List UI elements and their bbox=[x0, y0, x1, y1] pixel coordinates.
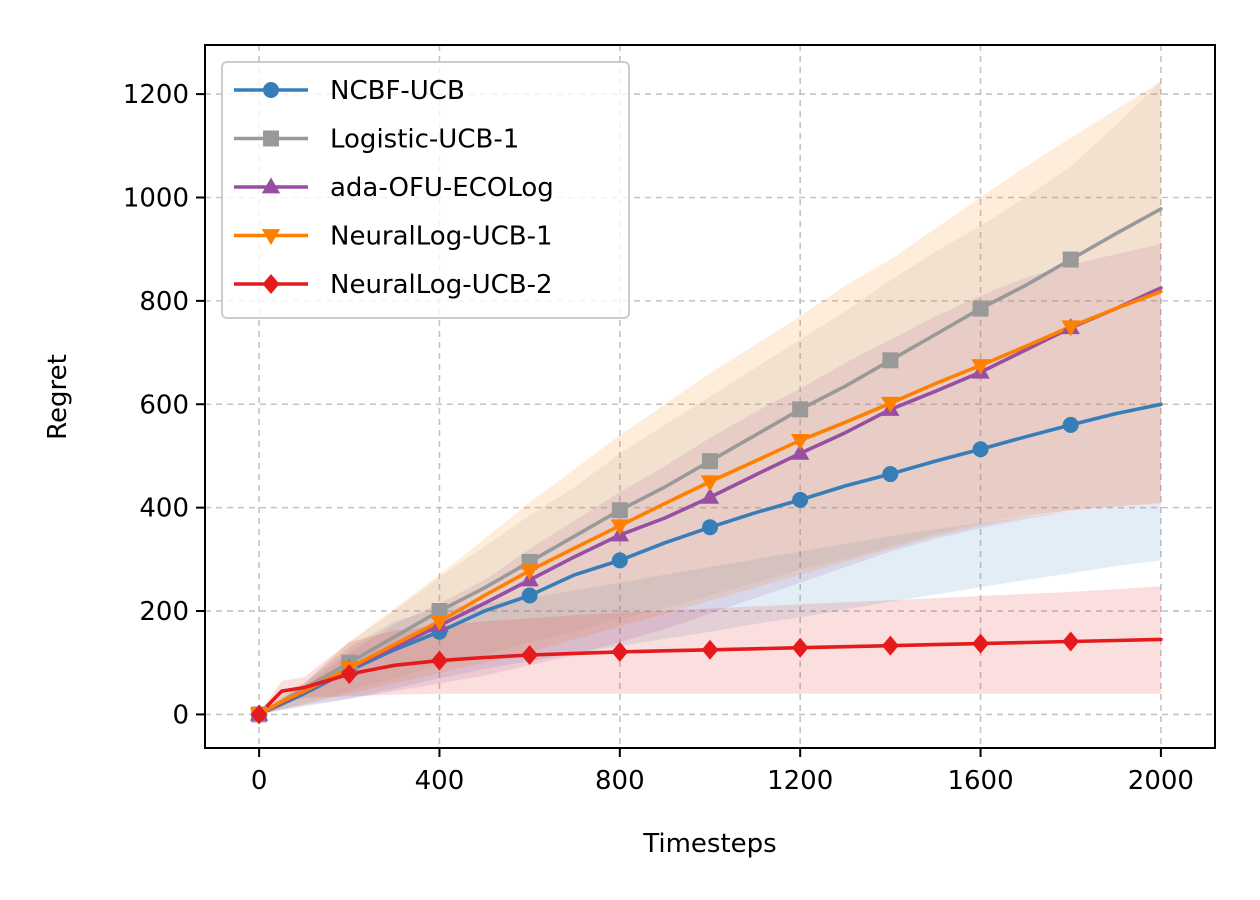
data-point-marker bbox=[972, 300, 989, 317]
legend-marker bbox=[263, 130, 279, 147]
data-point-marker bbox=[790, 443, 810, 460]
series-line bbox=[257, 637, 1163, 717]
data-point-marker bbox=[611, 502, 628, 519]
series-line bbox=[257, 289, 1163, 717]
x-axis-title: Timesteps bbox=[642, 829, 776, 859]
series-line bbox=[257, 402, 1163, 717]
legend-marker bbox=[263, 82, 279, 98]
legend-marker bbox=[261, 229, 281, 246]
x-axis: 0 400 800 1200 1600 2000 bbox=[251, 748, 1194, 796]
data-point-marker bbox=[702, 519, 718, 536]
data-point-marker bbox=[972, 633, 989, 654]
data-point-marker bbox=[250, 704, 268, 725]
x-tick-label: 0 bbox=[251, 766, 268, 796]
data-point-marker bbox=[340, 664, 358, 685]
data-point-marker bbox=[792, 491, 809, 508]
legend-label: NeuralLog-UCB-2 bbox=[330, 270, 553, 300]
x-tick-label: 400 bbox=[415, 766, 465, 796]
y-axis: 0 200 400 600 800 1000 1200 bbox=[123, 80, 205, 730]
data-point-marker bbox=[701, 639, 719, 660]
data-point-marker bbox=[520, 564, 539, 581]
y-tick-label: 600 bbox=[139, 390, 189, 420]
series-lines bbox=[257, 207, 1163, 717]
series-line bbox=[257, 207, 1163, 717]
data-point-marker bbox=[882, 466, 899, 483]
data-point-marker bbox=[790, 434, 810, 451]
confidence-band bbox=[259, 505, 1161, 715]
data-point-marker bbox=[431, 650, 448, 671]
data-point-marker bbox=[791, 637, 809, 658]
data-point-marker bbox=[1061, 320, 1080, 337]
plot-area-frame bbox=[204, 44, 1216, 749]
data-point-marker bbox=[521, 644, 539, 665]
y-tick-label: 800 bbox=[139, 287, 189, 317]
y-tick-label: 0 bbox=[172, 700, 189, 730]
confidence-band bbox=[259, 81, 1161, 715]
data-point-marker bbox=[882, 352, 899, 369]
data-point-marker bbox=[521, 587, 538, 604]
legend-marker bbox=[261, 177, 281, 194]
legend-label: ada-OFU-ECOLog bbox=[330, 173, 554, 203]
data-point-marker bbox=[611, 552, 628, 569]
legend: NCBF-UCB Logistic-UCB-1 ada-OFU-ECOLog Neur… bbox=[221, 61, 630, 319]
data-point-marker bbox=[610, 519, 630, 536]
legend-marker bbox=[262, 274, 280, 294]
y-tick-label: 400 bbox=[139, 494, 189, 524]
data-point-marker bbox=[1062, 631, 1080, 652]
data-point-marker bbox=[430, 614, 449, 631]
data-point-marker bbox=[702, 453, 718, 470]
legend-label: NeuralLog-UCB-1 bbox=[330, 222, 553, 252]
confidence-band bbox=[259, 81, 1161, 715]
data-point-marker bbox=[700, 487, 720, 504]
y-tick-label: 1000 bbox=[123, 183, 189, 213]
x-tick-label: 2000 bbox=[1128, 766, 1194, 796]
series-markers bbox=[249, 251, 1080, 725]
x-tick-label: 1200 bbox=[767, 766, 833, 796]
legend-box bbox=[221, 61, 630, 319]
x-tick-label: 800 bbox=[595, 766, 645, 796]
data-point-marker bbox=[1062, 251, 1079, 268]
data-point-marker bbox=[972, 441, 989, 458]
legend-label: Logistic-UCB-1 bbox=[330, 125, 519, 155]
data-point-marker bbox=[971, 359, 990, 376]
data-point-marker bbox=[1062, 416, 1079, 433]
legend-label: NCBF-UCB bbox=[330, 76, 465, 106]
y-tick-label: 200 bbox=[139, 597, 189, 627]
data-point-marker bbox=[881, 635, 899, 656]
data-point-marker bbox=[611, 641, 629, 662]
data-point-marker bbox=[700, 475, 720, 492]
data-point-marker bbox=[792, 401, 809, 418]
data-point-marker bbox=[881, 396, 900, 413]
x-tick-label: 1600 bbox=[947, 766, 1013, 796]
y-axis-title: Regret bbox=[43, 354, 73, 440]
y-tick-label: 1200 bbox=[123, 80, 189, 110]
